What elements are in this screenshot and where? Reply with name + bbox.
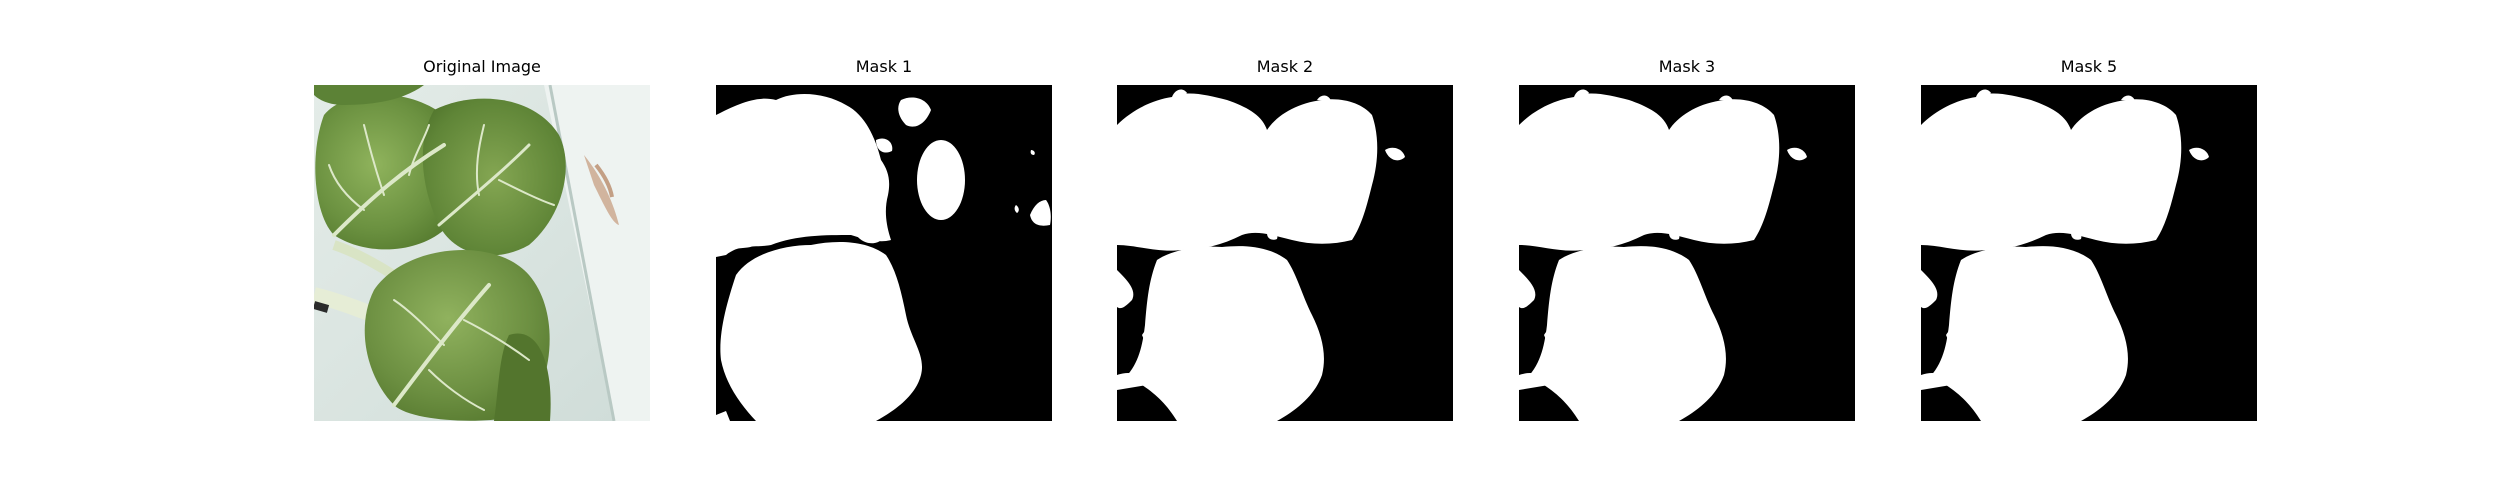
panel-title: Mask 3 (1658, 57, 1716, 76)
leaf-photo (314, 85, 650, 421)
mask-image (716, 85, 1052, 421)
segmentation-mask (716, 85, 1052, 421)
panel-title: Mask 2 (1256, 57, 1314, 76)
segmentation-mask (1921, 85, 2257, 421)
segmentation-mask (1519, 85, 1855, 421)
segmentation-mask (1117, 85, 1453, 421)
original-image (314, 85, 650, 421)
panel-title: Mask 5 (2060, 57, 2118, 76)
mask-image (1519, 85, 1855, 421)
mask-image (1921, 85, 2257, 421)
mask-image (1117, 85, 1453, 421)
panel-title: Original Image (423, 57, 541, 76)
panel-title: Mask 1 (855, 57, 913, 76)
